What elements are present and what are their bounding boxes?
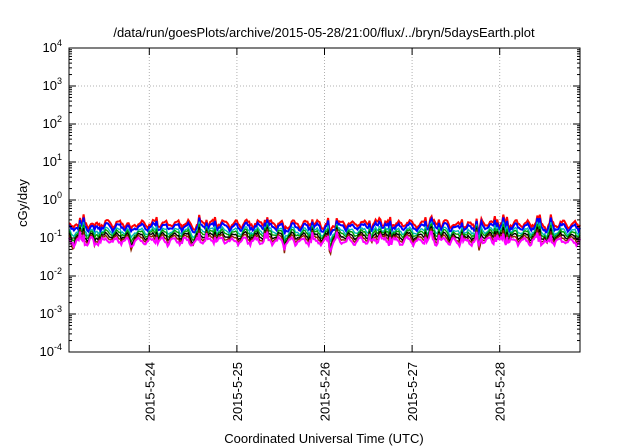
y-tick-label: 103 <box>43 76 62 93</box>
y-tick-label: 101 <box>43 152 62 169</box>
chart-title: /data/run/goesPlots/archive/2015-05-28/2… <box>113 25 535 40</box>
y-tick-label: 10-3 <box>40 304 62 321</box>
series-line <box>68 230 581 253</box>
y-tick-label: 102 <box>43 114 62 131</box>
x-tick-label: 2015-5-27 <box>405 362 420 421</box>
y-tick-label: 10-2 <box>40 266 62 283</box>
series-line <box>68 223 581 248</box>
y-tick-label: 100 <box>43 190 62 207</box>
y-tick-label: 10-1 <box>40 228 62 245</box>
series-line <box>68 225 581 253</box>
y-tick-label: 10-4 <box>40 342 62 359</box>
series-layer <box>68 213 581 257</box>
x-tick-label: 2015-5-28 <box>493 362 508 421</box>
x-axis-label: Coordinated Universal Time (UTC) <box>224 431 423 446</box>
y-axis-label: cGy/day <box>15 179 30 227</box>
series-line <box>68 228 581 257</box>
x-tick-label: 2015-5-25 <box>230 362 245 421</box>
x-tick-label: 2015-5-24 <box>142 362 157 421</box>
x-tick-label: 2015-5-26 <box>318 362 333 421</box>
axis-ticks <box>69 47 580 353</box>
series-line <box>68 216 581 237</box>
y-tick-label: 104 <box>43 38 62 55</box>
x-tick-labels: 2015-5-24 2015-5-25 2015-5-26 2015-5-27 2015… <box>142 362 507 421</box>
grid-lines <box>69 48 580 352</box>
y-tick-labels: 10-4 10-3 10-2 10-1 100 101 102 103 104 <box>40 38 62 359</box>
